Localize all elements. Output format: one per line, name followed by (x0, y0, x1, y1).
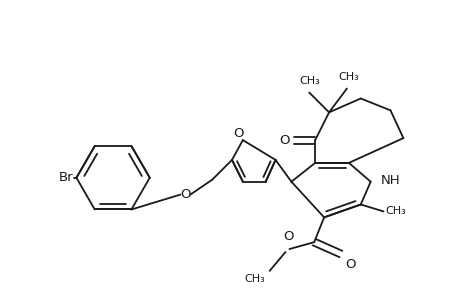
Text: Br: Br (59, 171, 73, 184)
Text: O: O (180, 188, 190, 201)
Text: CH₃: CH₃ (243, 274, 264, 284)
Text: CH₃: CH₃ (385, 206, 405, 216)
Text: O: O (278, 134, 289, 147)
Text: O: O (283, 230, 293, 243)
Text: O: O (344, 258, 355, 271)
Text: O: O (233, 127, 244, 140)
Text: NH: NH (380, 174, 399, 187)
Text: CH₃: CH₃ (338, 72, 358, 82)
Text: CH₃: CH₃ (298, 76, 319, 85)
